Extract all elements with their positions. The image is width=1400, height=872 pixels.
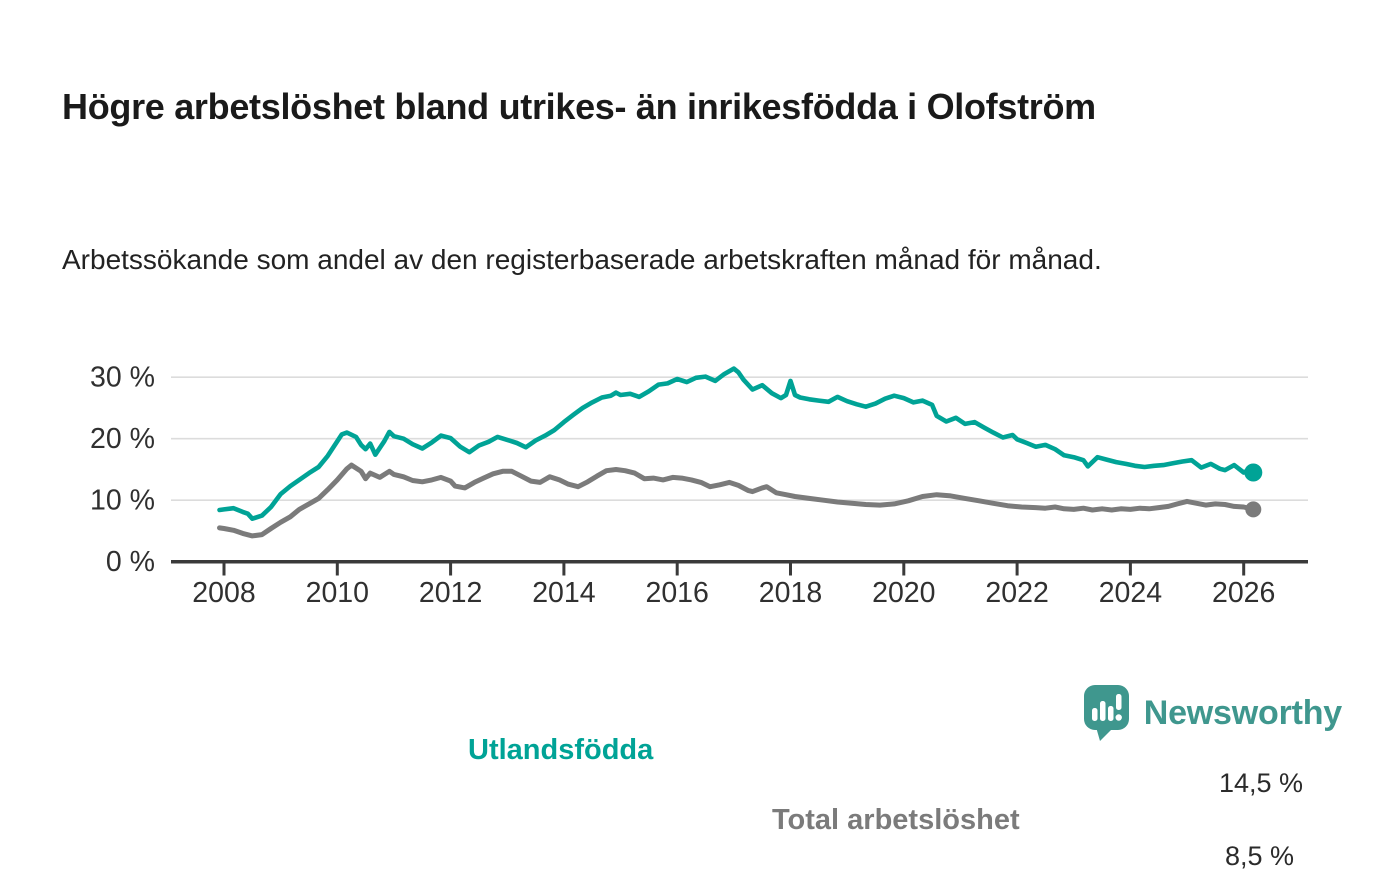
x-tick-label: 2022: [985, 577, 1048, 609]
chart-area: 2008 2010 2012 2014 2016 2018 2020 2022 2024 2026…: [0, 330, 1400, 872]
x-tick-label: 2014: [532, 577, 596, 609]
page-title: Högre arbetslöshet bland utrikes- än inr…: [62, 86, 1096, 128]
newsworthy-pin-icon: [1083, 685, 1129, 741]
series-label-total-arbetsloshet: Total arbetslöshet: [768, 804, 1024, 838]
y-tick-label: 10 %: [90, 485, 155, 517]
chart-subtitle: Arbetssökande som andel av den registerb…: [62, 244, 1102, 275]
y-tick-label: 0 %: [106, 546, 155, 578]
series-end-dot-1: [1244, 463, 1263, 482]
x-tick-label: 2008: [192, 577, 255, 609]
infographic-page: { "headline": "Högre arbetslöshet bland …: [0, 86, 1400, 872]
x-tick-label: 2016: [645, 577, 708, 609]
series-line-1: [217, 366, 1256, 522]
series-label-utlandsfodda: Utlandsfödda: [464, 734, 658, 768]
x-tick-label: 2012: [419, 577, 482, 609]
x-tick-label: 2020: [872, 577, 935, 609]
x-tick-label: 2024: [1099, 577, 1163, 609]
x-tick-label: 2026: [1212, 577, 1275, 609]
y-tick-label: 30 %: [90, 362, 155, 394]
newsworthy-logo: Newsworthy: [1083, 684, 1342, 742]
x-tick-label: 2010: [306, 577, 369, 609]
series-line-0: [217, 462, 1256, 539]
x-tick-label: 2018: [759, 577, 822, 609]
line-chart: 2008 2010 2012 2014 2016 2018 2020 2022 2024 2026…: [90, 362, 1308, 609]
end-value-label-utlandsfodda: 14,5 %: [1216, 768, 1307, 800]
newsworthy-wordmark: Newsworthy: [1143, 693, 1342, 732]
end-value-label-total: 8,5 %: [1222, 841, 1298, 872]
series-end-dot-0: [1245, 501, 1262, 518]
y-tick-label: 20 %: [90, 423, 155, 455]
